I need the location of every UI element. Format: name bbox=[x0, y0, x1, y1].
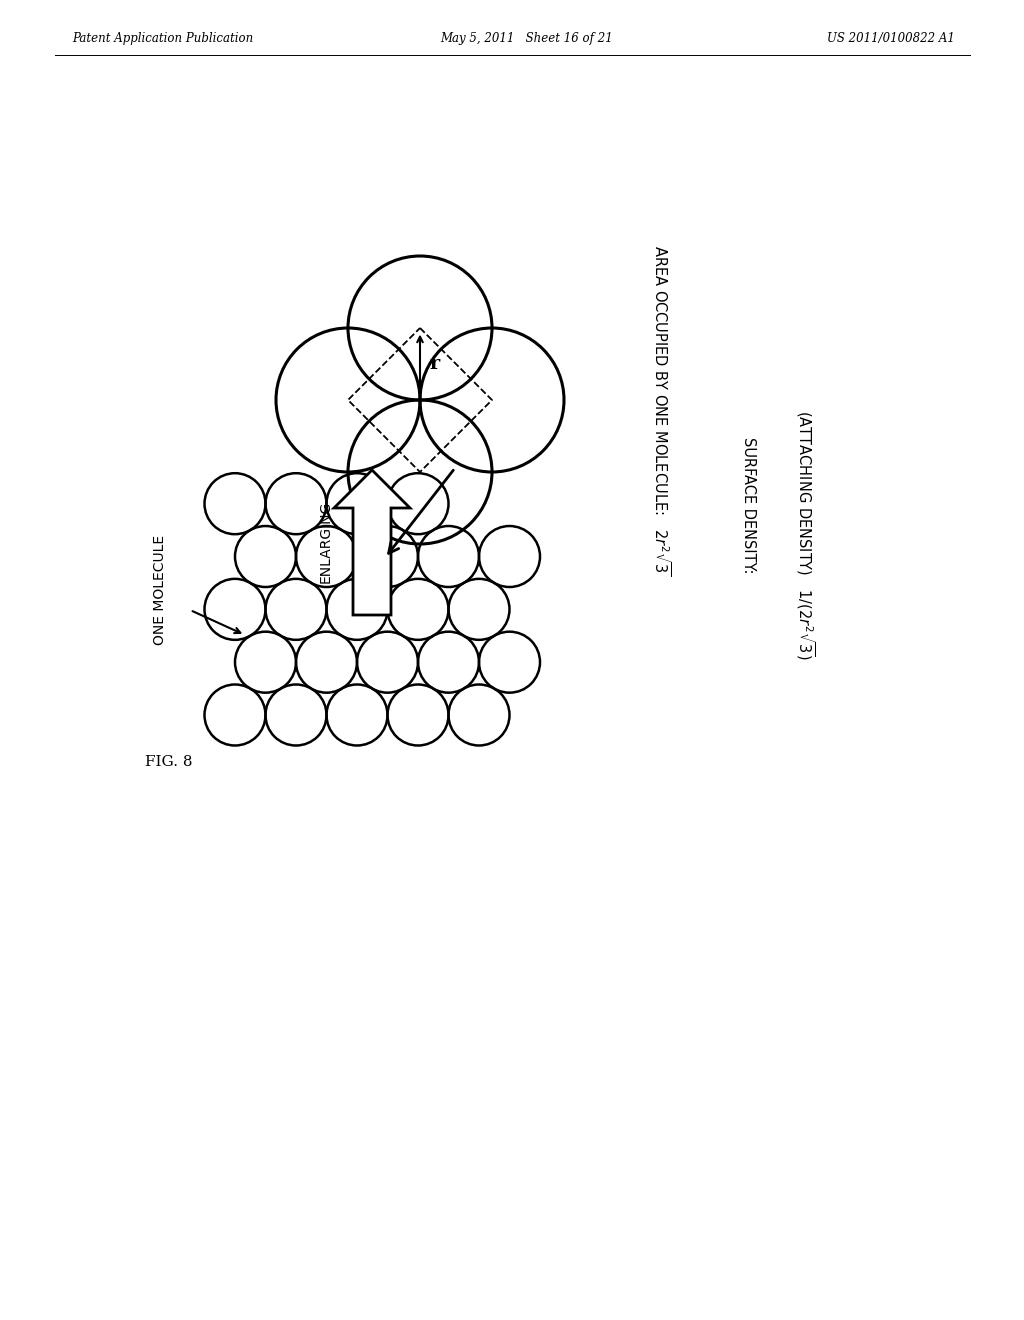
Text: US 2011/0100822 A1: US 2011/0100822 A1 bbox=[827, 32, 955, 45]
Text: May 5, 2011   Sheet 16 of 21: May 5, 2011 Sheet 16 of 21 bbox=[440, 32, 612, 45]
Text: SURFACE DENSITY:: SURFACE DENSITY: bbox=[740, 437, 756, 573]
Text: ENLARGING: ENLARGING bbox=[319, 500, 333, 583]
Text: Patent Application Publication: Patent Application Publication bbox=[72, 32, 253, 45]
Text: FIG. 8: FIG. 8 bbox=[145, 755, 193, 770]
Text: (ATTACHING DENSITY)   $1/(2r^2\sqrt{3})$: (ATTACHING DENSITY) $1/(2r^2\sqrt{3})$ bbox=[794, 411, 816, 660]
Text: r: r bbox=[430, 355, 440, 374]
Text: ONE MOLECULE: ONE MOLECULE bbox=[153, 535, 167, 645]
Text: AREA OCCUPIED BY ONE MOLECULE:   $2r^2\sqrt{3}$: AREA OCCUPIED BY ONE MOLECULE: $2r^2\sqr… bbox=[651, 244, 673, 576]
Polygon shape bbox=[334, 470, 410, 615]
